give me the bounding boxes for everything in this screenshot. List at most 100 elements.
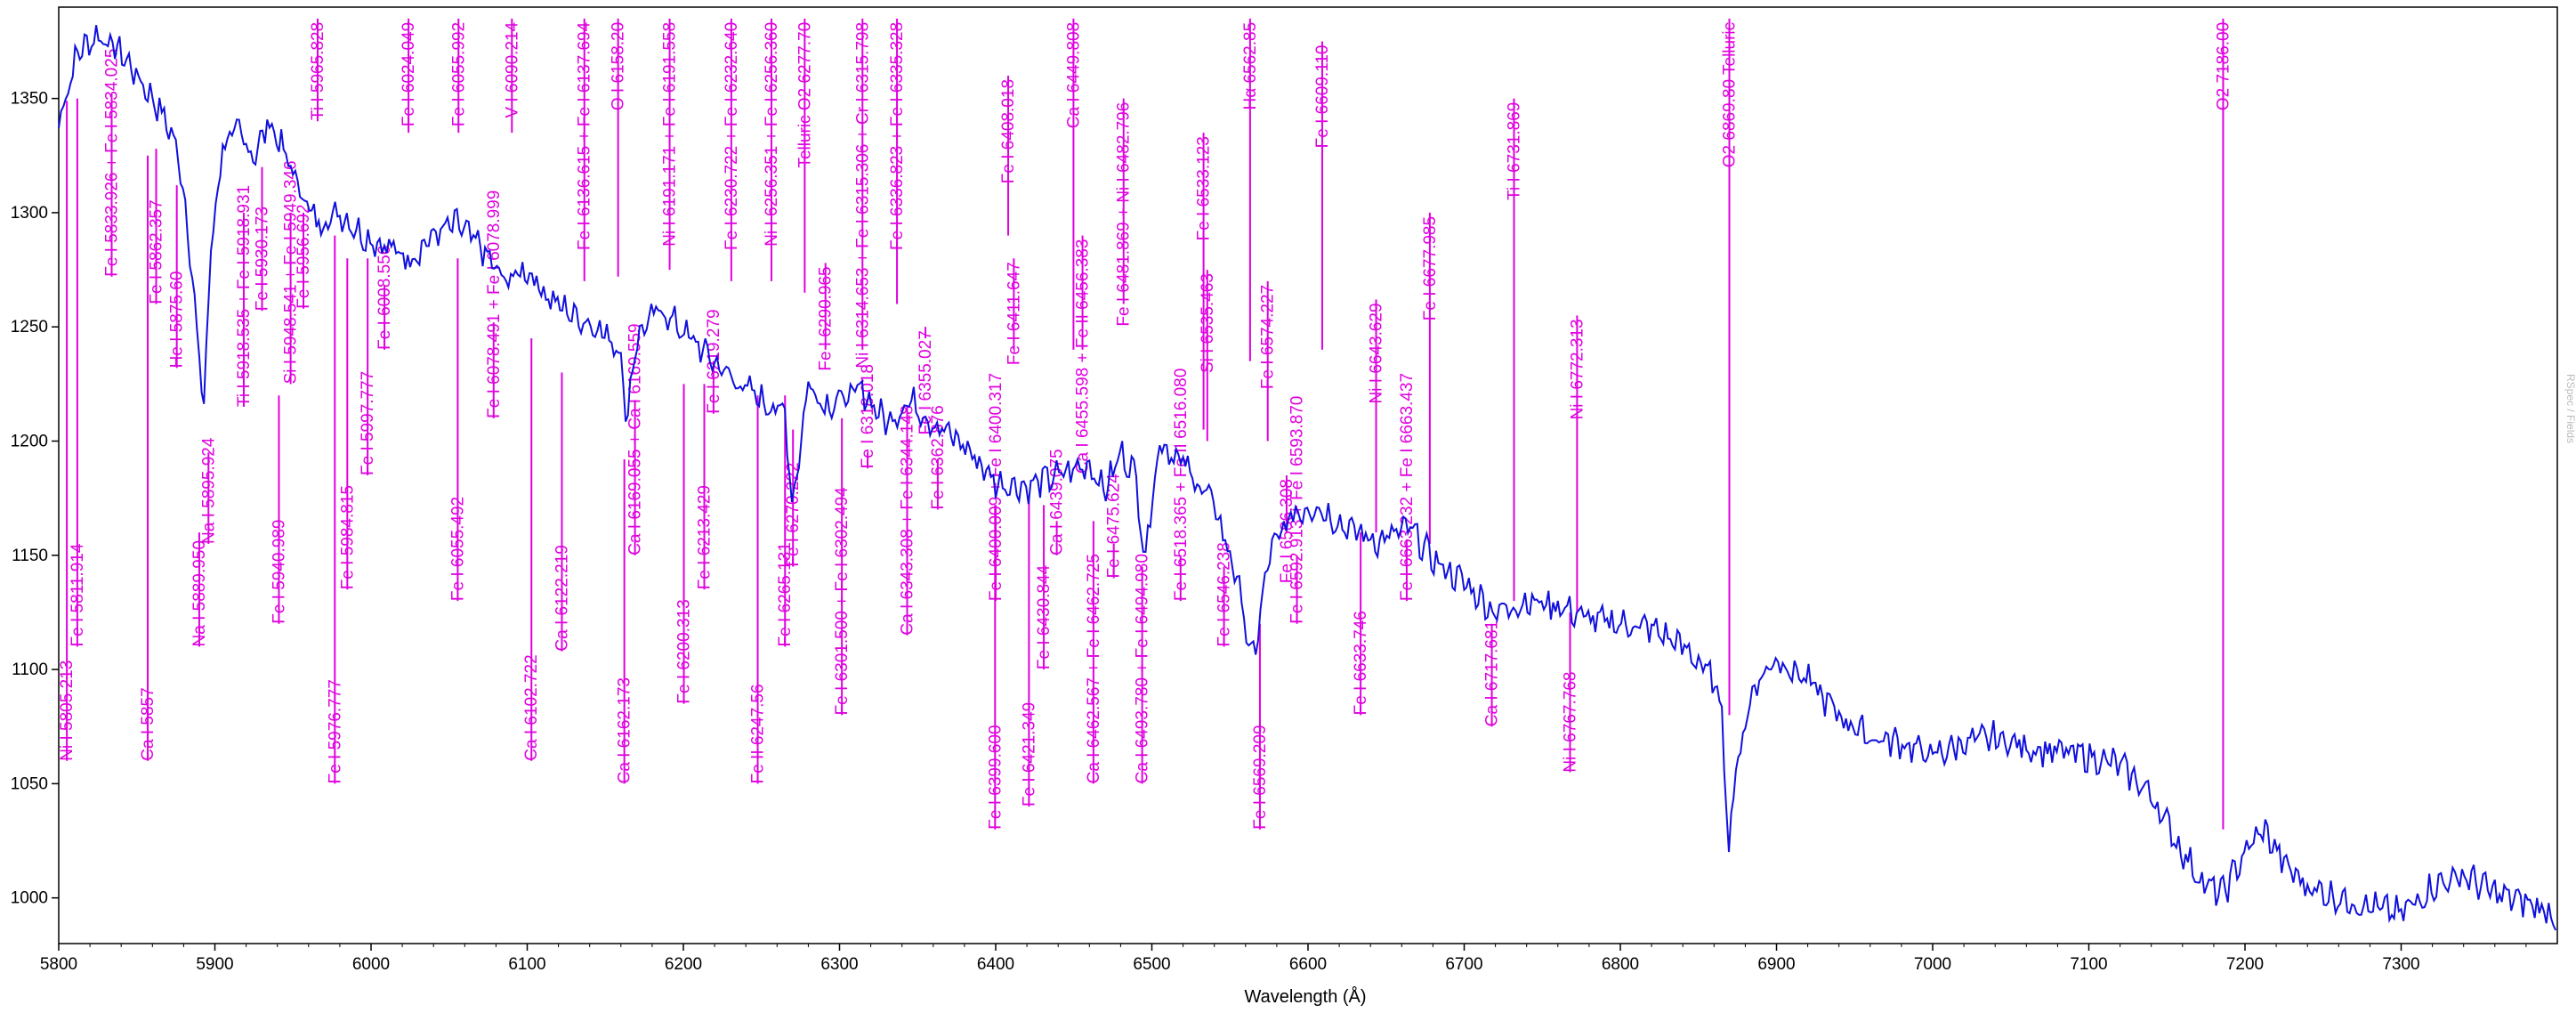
line-marker: Ca I 6122.219 <box>553 372 571 652</box>
marker-label: V I 6090.214 <box>503 21 521 118</box>
line-marker: Si I 5948.541 + Fe I 5949.346 <box>282 160 301 385</box>
line-marker: Fe I 6355.027 <box>917 327 935 434</box>
line-marker: Fe I 6055.492 <box>448 258 467 602</box>
x-tick-label: 6900 <box>1757 955 1795 974</box>
line-marker: Fe I 6663.232 + Fe I 6663.437 <box>1398 373 1417 602</box>
line-marker: Na I 5895.924 <box>199 437 218 544</box>
marker-label: Fe I 6533.123 <box>1195 136 1214 240</box>
line-marker: Fe I 6318.018 <box>859 364 877 469</box>
y-tick-label: 1200 <box>11 433 48 451</box>
line-marker: Ca I 6455.598 + Fe II 6456.383 <box>1074 235 1093 474</box>
line-marker: Fe I 6200.313 <box>675 384 694 704</box>
line-marker: Fe I 6546.238 <box>1215 542 1234 647</box>
line-marker: Fe I 6400.009 + Fe I 6400.317 <box>987 373 1005 602</box>
marker-label: Ca I 6449.808 <box>1064 22 1083 128</box>
marker-label: Na I 5889.950 <box>190 540 209 646</box>
line-marker: Ti I 5918.535 + Fe I 5918.931 <box>235 185 254 408</box>
line-marker: Fe I 6055.992 <box>449 18 468 134</box>
x-tick-label: 7300 <box>2382 955 2419 974</box>
marker-label: Fe I 6213.429 <box>696 485 715 589</box>
marker-label: Fe I 5930.173 <box>254 207 272 311</box>
marker-label: Fe I 6270.222 <box>784 462 803 566</box>
marker-label: Ca I 6455.598 + Fe II 6456.383 <box>1074 239 1093 474</box>
marker-label: Fe I 6055.992 <box>449 22 468 126</box>
marker-label: Telluric O2 6277.70 <box>795 22 814 168</box>
line-marker: Fe I 6609.110 <box>1313 41 1332 350</box>
marker-label: Ni I 6772.313 <box>1568 319 1587 419</box>
marker-label: Fe I 6024.049 <box>400 22 418 126</box>
marker-label: Fe I 5940.989 <box>270 520 288 624</box>
marker-label: Fe I 6609.110 <box>1313 45 1332 148</box>
line-marker: Ni I 6256.351 + Fe I 6256.360 <box>763 18 781 281</box>
line-marker: Ti I 6731.869 <box>1505 98 1523 602</box>
line-marker: Fe I 6421.349 <box>1020 498 1038 807</box>
line-marker: Ni I 6772.313 <box>1568 315 1587 612</box>
marker-label: Fe I 5811.914 <box>69 543 87 646</box>
line-marker: Fe I 6574.227 <box>1259 280 1278 442</box>
line-marker: Fe I 6290.965 <box>817 263 836 371</box>
marker-label: Ni I 6256.351 + Fe I 6256.360 <box>763 22 781 247</box>
line-marker: Telluric O2 6277.70 <box>795 18 814 293</box>
line-marker: Fe I 6475.624 <box>1105 474 1124 579</box>
marker-label: Si I 5948.541 + Fe I 5949.346 <box>282 160 301 384</box>
x-tick-label: 6200 <box>665 955 702 974</box>
line-marker: Fe I 6518.365 + Fe II 6516.080 <box>1172 369 1191 602</box>
marker-label: Fe II 6247.56 <box>749 684 768 783</box>
y-tick-label: 1250 <box>11 318 48 336</box>
marker-label: Si I 6535.463 <box>1199 273 1217 373</box>
marker-label: Fe I 6219.279 <box>705 309 723 413</box>
marker-label: Fe I 5833.926 + Fe I 5834.025 <box>102 49 121 277</box>
line-marker: Ca I 6493.780 + Fe I 6494.980 <box>1134 554 1152 784</box>
x-tick-label: 5900 <box>196 955 233 974</box>
marker-label: Ni I 6643.629 <box>1368 303 1386 403</box>
marker-label: Fe I 6399.600 <box>986 725 1005 829</box>
marker-label: Fe I 6078.491 + Fe I 6078.999 <box>485 190 504 418</box>
marker-label: Fe I 6411.647 <box>1005 262 1023 365</box>
line-marker: Fe I 5930.173 <box>254 166 272 312</box>
line-marker: Ca I 6462.567 + Fe I 6462.725 <box>1085 521 1103 784</box>
marker-label: Fe I 6430.844 <box>1035 564 1054 669</box>
marker-label: Ca I 5857 <box>139 687 157 760</box>
marker-label: Fe I 6400.009 + Fe I 6400.317 <box>987 373 1005 601</box>
line-marker: Fe I 6213.429 <box>696 384 715 590</box>
line-marker: Ni I 6191.171 + Fe I 6191.558 <box>661 18 680 271</box>
marker-label: Fe I 6008.556 <box>375 246 394 350</box>
spectral-line-markers: Ni I 5805.213 Fe I 5811.914 Fe I 5833.926 … <box>58 18 2233 830</box>
marker-label: Fe I 6408.018 <box>999 79 1018 183</box>
line-marker: Fe I 5984.815 <box>338 258 357 590</box>
x-tick-label: 6800 <box>1602 955 1639 974</box>
line-marker: Ti I 5965.828 <box>309 18 327 122</box>
line-marker: O I 6158.20 <box>610 18 628 277</box>
marker-label: Fe I 6663.232 + Fe I 6663.437 <box>1398 373 1417 601</box>
marker-label: Fe I 6301.500 + Fe I 6302.494 <box>833 487 852 716</box>
y-tick-label: 1150 <box>12 547 48 565</box>
line-marker: Fe I 6408.018 <box>999 75 1018 236</box>
marker-label: Ca I 6102.722 <box>522 654 541 760</box>
line-marker: Hα 6562.85 <box>1241 18 1260 361</box>
marker-label: Ni I 6191.171 + Fe I 6191.558 <box>661 22 680 247</box>
line-marker: Ni I 5805.213 <box>58 101 77 761</box>
x-tick-label: 6600 <box>1289 955 1327 974</box>
marker-label: Hα 6562.85 <box>1241 22 1260 110</box>
line-marker: O2 7186.00 <box>2214 18 2233 830</box>
marker-label: Fe I 6518.365 + Fe II 6516.080 <box>1172 369 1191 601</box>
line-marker: Fe I 6362.876 <box>929 405 948 510</box>
marker-label: Fe I 6481.869 + Ni I 6482.796 <box>1115 102 1134 327</box>
marker-label: Fe I 6677.985 <box>1421 216 1440 320</box>
marker-label: Fe I 6136.615 + Fe I 6137.694 <box>576 21 594 250</box>
line-marker: Fe I 5833.926 + Fe I 5834.025 <box>102 49 121 277</box>
line-marker: Fe I 6481.869 + Ni I 6482.796 <box>1115 98 1134 327</box>
marker-label: Fe I 6336.823 + Fe I 6335.328 <box>888 22 907 250</box>
x-tick-label: 6700 <box>1445 955 1482 974</box>
marker-label: Ca I 6493.780 + Fe I 6494.980 <box>1134 554 1152 783</box>
line-marker: Fe I 6569.209 <box>1251 623 1270 830</box>
line-marker: Fe I 5862.357 <box>148 149 166 304</box>
spectrum-curve <box>58 25 2557 931</box>
marker-label: Ca I 6462.567 + Fe I 6462.725 <box>1085 554 1103 783</box>
x-tick-label: 6100 <box>508 955 545 974</box>
marker-label: Fe I 6569.209 <box>1251 725 1270 829</box>
line-marker: Ni I 6314.653 + Fe I 6315.306 + Cr I 631… <box>853 18 872 369</box>
marker-label: Ca I 6162.173 <box>616 677 634 783</box>
x-axis: 5800 5900 6000 6100 6200 6300 6400 6500 6600 6700… <box>40 944 2527 974</box>
